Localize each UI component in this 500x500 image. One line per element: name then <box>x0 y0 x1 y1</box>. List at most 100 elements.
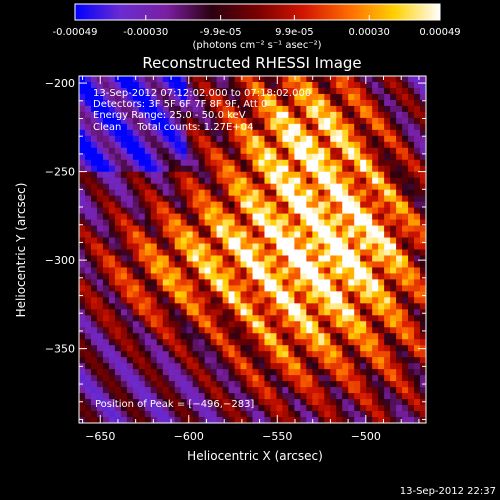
heatmap-cell <box>168 129 176 137</box>
heatmap-cell <box>204 141 212 149</box>
heatmap-cell <box>348 279 355 286</box>
heatmap-cell <box>108 237 116 245</box>
heatmap-cell <box>222 417 230 423</box>
heatmap-cell <box>192 207 200 215</box>
heatmap-cell <box>366 291 373 298</box>
heatmap-cell <box>132 381 140 388</box>
heatmap-cell <box>318 81 325 89</box>
heatmap-cell <box>342 153 349 161</box>
heatmap-cell <box>342 207 349 215</box>
heatmap-cell <box>360 147 367 155</box>
heatmap-cell <box>114 87 122 95</box>
heatmap-cell <box>174 159 182 167</box>
heatmap-cell <box>348 339 355 346</box>
heatmap-cell <box>198 285 206 292</box>
heatmap-cell <box>300 267 307 275</box>
heatmap-cell <box>186 327 194 334</box>
heatmap-cell <box>330 315 337 322</box>
heatmap-cell <box>246 219 254 227</box>
heatmap-cell <box>126 387 134 394</box>
heatmap-cell <box>234 171 242 179</box>
heatmap-cell <box>336 375 343 382</box>
heatmap-cell <box>300 237 307 245</box>
heatmap-cell <box>174 363 182 370</box>
heatmap-cell <box>186 291 194 298</box>
heatmap-cell <box>252 387 260 394</box>
heatmap-cell <box>162 261 170 269</box>
heatmap-cell <box>420 201 426 209</box>
heatmap-cell <box>114 159 122 167</box>
heatmap-cell <box>192 243 200 251</box>
heatmap-cell <box>180 135 188 143</box>
heatmap-cell <box>84 76 92 83</box>
heatmap-cell <box>138 309 146 316</box>
heatmap-cell <box>378 285 385 292</box>
heatmap-cell <box>354 189 361 197</box>
heatmap-cell <box>168 369 176 376</box>
heatmap-cell <box>114 381 122 388</box>
heatmap-cell <box>264 129 272 137</box>
heatmap-cell <box>228 399 236 406</box>
heatmap-cell <box>108 117 116 125</box>
heatmap-cell <box>318 291 325 298</box>
heatmap-cell <box>240 177 248 185</box>
heatmap-cell <box>318 99 325 107</box>
heatmap-cell <box>114 285 122 292</box>
heatmap-cell <box>90 129 98 137</box>
heatmap-cell <box>390 267 397 275</box>
heatmap-cell <box>108 135 116 143</box>
heatmap-cell <box>354 171 361 179</box>
heatmap-cell <box>384 76 391 83</box>
heatmap-cell <box>192 213 200 221</box>
heatmap-cell <box>186 189 194 197</box>
heatmap-cell <box>402 165 409 173</box>
heatmap-cell <box>216 345 224 352</box>
heatmap-cell <box>162 243 170 251</box>
heatmap-cell <box>408 333 415 340</box>
heatmap-cell <box>312 327 319 334</box>
heatmap-cell <box>324 411 331 418</box>
heatmap-cell <box>342 417 349 423</box>
heatmap-cell <box>228 303 236 310</box>
heatmap-cell <box>408 93 415 101</box>
heatmap-cell <box>318 141 325 149</box>
heatmap-cell <box>396 303 403 310</box>
heatmap-cell <box>318 273 325 281</box>
heatmap-cell <box>378 279 385 286</box>
heatmap-cell <box>144 417 152 423</box>
heatmap-cell <box>408 111 415 119</box>
heatmap-cell <box>390 273 397 281</box>
heatmap-cell <box>79 309 86 316</box>
heatmap-cell <box>354 237 361 245</box>
heatmap-cell <box>372 105 379 113</box>
heatmap-cell <box>360 195 367 203</box>
heatmap-cell <box>264 411 272 418</box>
heatmap-cell <box>79 165 86 173</box>
heatmap-cell <box>324 303 331 310</box>
heatmap-cell <box>414 243 421 251</box>
heatmap-cell <box>330 165 337 173</box>
heatmap-cell <box>246 279 254 286</box>
heatmap-cell <box>114 195 122 203</box>
heatmap-cell <box>282 99 289 107</box>
heatmap-cell <box>258 249 266 257</box>
heatmap-cell <box>312 279 319 286</box>
heatmap-cell <box>318 207 325 215</box>
heatmap-cell <box>84 405 92 412</box>
heatmap-cell <box>282 93 289 101</box>
heatmap-cell <box>192 135 200 143</box>
heatmap-cell <box>234 195 242 203</box>
heatmap-cell <box>318 201 325 209</box>
heatmap-cell <box>372 111 379 119</box>
heatmap-cell <box>150 76 158 83</box>
heatmap-cell <box>138 405 146 412</box>
heatmap-cell <box>132 165 140 173</box>
heatmap-cell <box>372 375 379 382</box>
heatmap-cell <box>114 291 122 298</box>
heatmap-cell <box>150 243 158 251</box>
heatmap-cell <box>390 327 397 334</box>
heatmap-cell <box>360 381 367 388</box>
heatmap-cell <box>300 123 307 131</box>
heatmap-cell <box>120 105 128 113</box>
heatmap-cell <box>330 381 337 388</box>
